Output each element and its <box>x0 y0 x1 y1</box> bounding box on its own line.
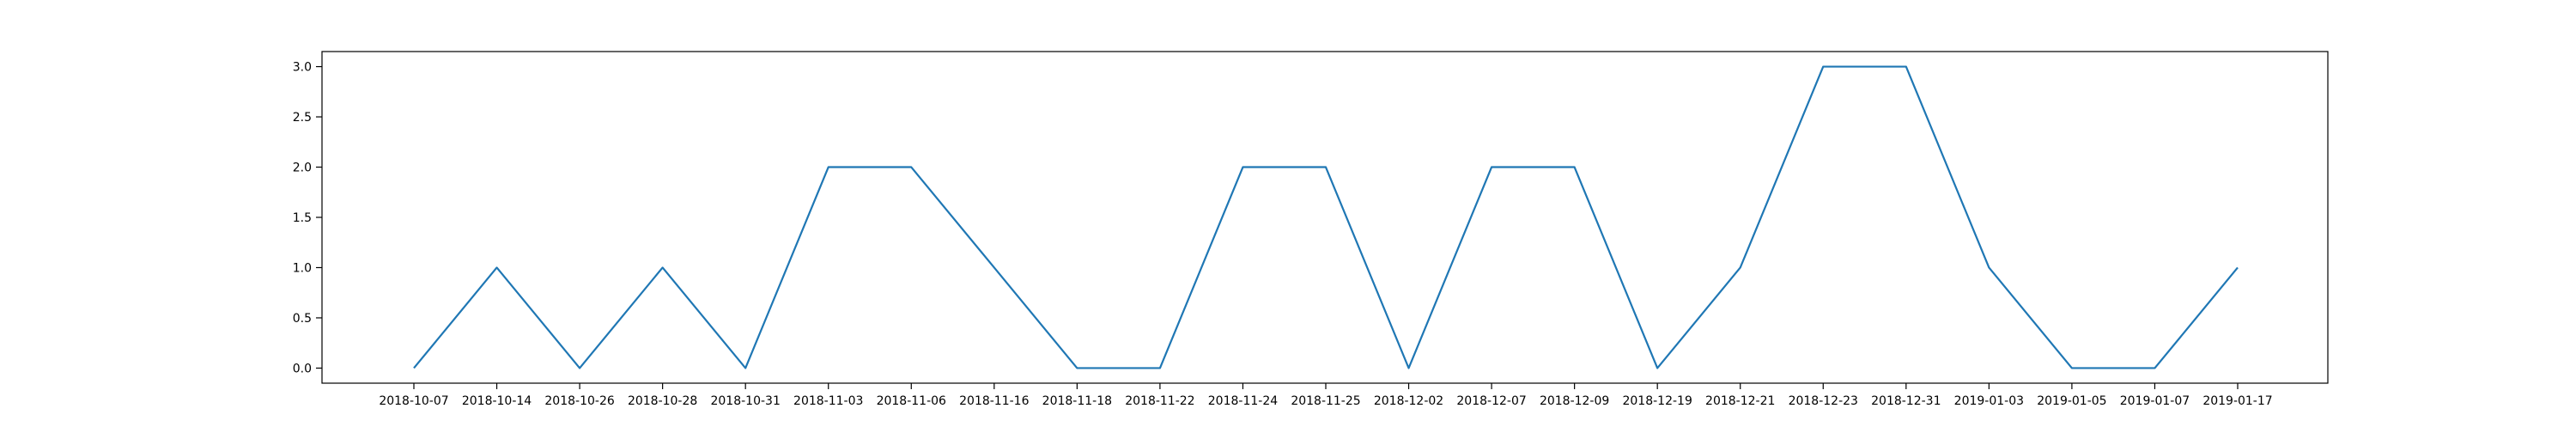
x-tick-label: 2018-11-25 <box>1291 394 1360 408</box>
x-tick-label: 2018-11-22 <box>1125 394 1194 408</box>
x-tick-label: 2018-12-31 <box>1871 394 1941 408</box>
y-tick-label: 1.0 <box>293 261 312 275</box>
x-tick-label: 2018-11-06 <box>877 394 946 408</box>
x-tick-label: 2018-10-28 <box>628 394 697 408</box>
x-tick-label: 2018-11-03 <box>793 394 863 408</box>
x-tick-label: 2019-01-17 <box>2202 394 2272 408</box>
x-tick-label: 2018-12-23 <box>1789 394 1858 408</box>
y-tick-label: 0.5 <box>293 312 312 326</box>
x-tick-label: 2019-01-07 <box>2120 394 2190 408</box>
x-tick-label: 2019-01-05 <box>2037 394 2106 408</box>
x-tick-label: 2018-12-09 <box>1540 394 1609 408</box>
x-tick-label: 2018-12-07 <box>1456 394 1526 408</box>
x-tick-label: 2018-12-02 <box>1374 394 1443 408</box>
x-axis-ticks: 2018-10-07 2018-10-14 2018-10-26 2018-10-28… <box>379 383 2272 408</box>
x-tick-label: 2019-01-03 <box>1954 394 2024 408</box>
x-tick-label: 2018-10-14 <box>462 394 532 408</box>
x-tick-label: 2018-12-19 <box>1622 394 1692 408</box>
y-tick-label: 2.5 <box>293 111 312 125</box>
y-tick-label: 3.0 <box>293 61 312 75</box>
x-tick-label: 2018-11-18 <box>1042 394 1112 408</box>
x-tick-label: 2018-11-16 <box>959 394 1029 408</box>
y-tick-label: 1.5 <box>293 211 312 225</box>
x-tick-label: 2018-10-26 <box>544 394 614 408</box>
x-tick-label: 2018-10-07 <box>379 394 448 408</box>
x-tick-label: 2018-10-31 <box>710 394 780 408</box>
y-tick-label: 2.0 <box>293 162 312 175</box>
y-tick-label: 0.0 <box>293 362 312 375</box>
x-tick-label: 2018-12-21 <box>1705 394 1775 408</box>
x-tick-label: 2018-11-24 <box>1208 394 1278 408</box>
